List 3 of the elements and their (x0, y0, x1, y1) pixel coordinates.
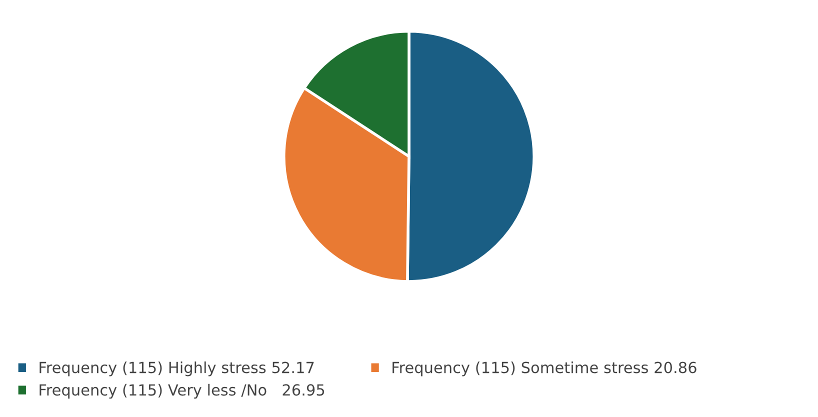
legend-label: Frequency (115) Highly stress 52.17 (40, 361, 314, 376)
legend-label: Frequency (115) Very less /No 26.95 (40, 384, 324, 399)
legend-label: Frequency (115) Sometime stress 20.86 (392, 361, 696, 376)
